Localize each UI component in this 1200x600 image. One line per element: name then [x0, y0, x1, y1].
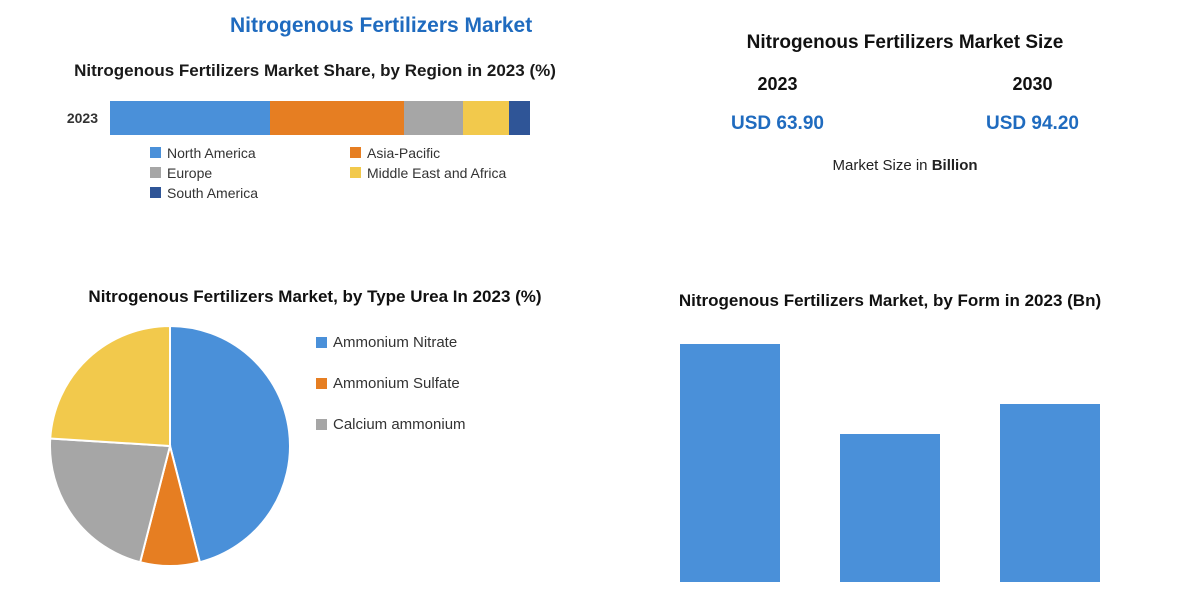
type-pie-chart: Nitrogenous Fertilizers Market, by Type …: [50, 286, 580, 566]
pie-slice: [50, 326, 170, 446]
legend-item: Middle East and Africa: [350, 165, 550, 181]
page-title: Nitrogenous Fertilizers Market: [230, 14, 532, 38]
legend-swatch: [150, 147, 161, 158]
type-chart-title: Nitrogenous Fertilizers Market, by Type …: [50, 286, 580, 308]
market-size-year-1: 2030: [918, 74, 1148, 95]
legend-label: North America: [167, 145, 256, 161]
stacked-segment: [110, 101, 270, 135]
legend-item: Europe: [150, 165, 350, 181]
stacked-bar-wrap: 2023: [50, 101, 580, 135]
legend-item: Asia-Pacific: [350, 145, 550, 161]
market-size-col-0: 2023 USD 63.90: [663, 74, 893, 135]
legend-swatch: [350, 147, 361, 158]
market-size-row: 2023 USD 63.90 2030 USD 94.20: [650, 74, 1160, 135]
form-bars-area: [620, 322, 1160, 582]
region-legend: North America Asia-Pacific Europe Middle Ea…: [150, 145, 570, 205]
legend-swatch: [316, 337, 327, 348]
legend-item: Ammonium Sulfate: [316, 375, 466, 392]
region-share-chart: Nitrogenous Fertilizers Market Share, by…: [50, 60, 580, 205]
market-size-note: Market Size in Billion: [650, 157, 1160, 174]
market-size-year-0: 2023: [663, 74, 893, 95]
stacked-segment: [270, 101, 404, 135]
legend-swatch: [150, 187, 161, 198]
market-size-value-1: USD 94.20: [918, 113, 1148, 135]
legend-item: Calcium ammonium: [316, 416, 466, 433]
legend-swatch: [316, 378, 327, 389]
pie-wrap: Ammonium Nitrate Ammonium Sulfate Calcium …: [50, 326, 580, 566]
stacked-segment: [509, 101, 530, 135]
legend-label: Asia-Pacific: [367, 145, 440, 161]
market-size-panel: Nitrogenous Fertilizers Market Size 2023…: [650, 30, 1160, 174]
legend-label: Middle East and Africa: [367, 165, 506, 181]
stacked-segment: [463, 101, 509, 135]
form-bar-chart: Nitrogenous Fertilizers Market, by Form …: [620, 290, 1160, 582]
market-size-col-1: 2030 USD 94.20: [918, 74, 1148, 135]
form-bar: [680, 344, 780, 582]
note-prefix: Market Size in: [832, 157, 931, 174]
legend-item: Ammonium Nitrate: [316, 334, 466, 351]
type-legend: Ammonium Nitrate Ammonium Sulfate Calcium …: [316, 334, 466, 457]
legend-item: South America: [150, 185, 350, 201]
form-bar: [1000, 404, 1100, 582]
stacked-segment: [404, 101, 463, 135]
legend-label: Ammonium Nitrate: [333, 334, 457, 351]
legend-label: South America: [167, 185, 258, 201]
legend-swatch: [350, 167, 361, 178]
region-y-label: 2023: [50, 110, 110, 126]
legend-label: Calcium ammonium: [333, 416, 466, 433]
stacked-bar: [110, 101, 530, 135]
form-chart-title: Nitrogenous Fertilizers Market, by Form …: [620, 290, 1160, 312]
form-bar: [840, 434, 940, 583]
note-bold: Billion: [932, 157, 978, 174]
market-size-title: Nitrogenous Fertilizers Market Size: [650, 30, 1160, 56]
market-size-value-0: USD 63.90: [663, 113, 893, 135]
legend-label: Ammonium Sulfate: [333, 375, 460, 392]
legend-label: Europe: [167, 165, 212, 181]
pie-svg: [50, 326, 290, 566]
region-chart-title: Nitrogenous Fertilizers Market Share, by…: [50, 60, 580, 83]
legend-swatch: [150, 167, 161, 178]
legend-item: North America: [150, 145, 350, 161]
legend-swatch: [316, 419, 327, 430]
